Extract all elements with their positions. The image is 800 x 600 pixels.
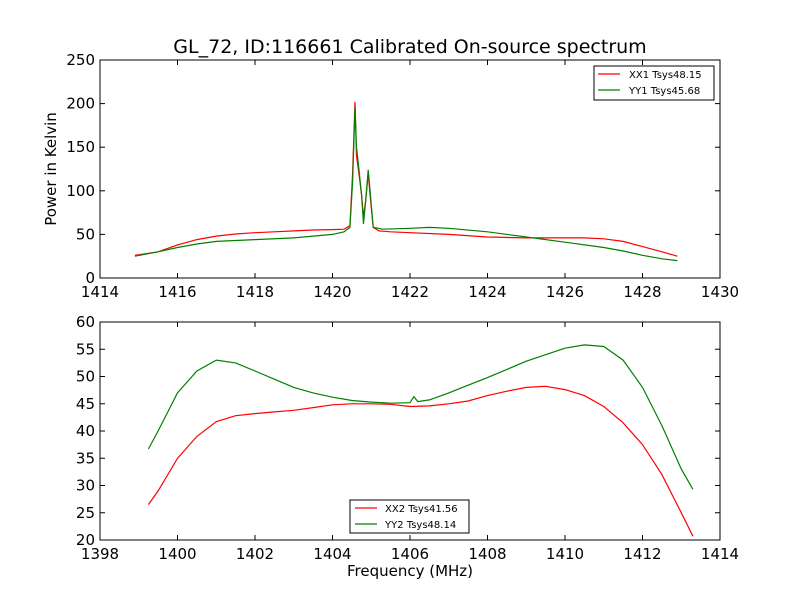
bottom-y-tick-label: 25 [76,504,95,522]
bottom-x-tick-label: 1402 [236,545,274,563]
bottom-y-tick-label: 45 [76,395,95,413]
top-x-tick-label: 1428 [623,283,661,301]
top-x-tick-label: 1418 [236,283,274,301]
bottom-legend: XX2 Tsys41.56 YY2 Tsys48.14 [349,499,470,534]
top-y-tick-label: 100 [66,182,95,200]
bottom-y-tick-label: 55 [76,340,95,358]
bottom-y-tick-label: 40 [76,422,95,440]
bottom-y-tick-label: 30 [76,477,95,495]
top-y-tick-label: 250 [66,51,95,69]
top-x-tick-label: 1424 [468,283,506,301]
bottom-y-tick-label: 20 [76,531,95,549]
top-x-tick-label: 1426 [546,283,584,301]
top-legend-label-yy1: YY1 Tsys45.68 [628,86,700,97]
bottom-legend-label-yy2: YY2 Tsys48.14 [384,520,456,531]
bottom-x-tick-label: 1398 [81,545,119,563]
top-legend-label-xx1: XX1 Tsys48.15 [629,70,702,81]
top-x-tick-label: 1416 [158,283,196,301]
bottom-x-axis-label: Frequency (MHz) [347,562,473,580]
top-y-tick-label: 150 [66,138,95,156]
bottom-legend-label-xx2: XX2 Tsys41.56 [385,504,458,515]
bottom-x-tick-label: 1414 [701,545,739,563]
bottom-x-tick-label: 1406 [391,545,429,563]
top-y-tick-label: 200 [66,95,95,113]
top-y-axis-label: Power in Kelvin [42,112,60,226]
top-x-tick-label: 1414 [81,283,119,301]
top-x-tick-label: 1420 [313,283,351,301]
top-series-line-1 [134,107,678,262]
top-plot: 1414 1416 1418 1420 1422 1424 1426 1428 1430 0 50 1… [42,51,739,301]
bottom-x-tick-label: 1410 [546,545,584,563]
top-legend: XX1 Tsys48.15 YY1 Tsys45.68 [593,65,715,101]
bottom-y-tick-label: 60 [76,313,95,331]
bottom-y-tick-label: 50 [76,368,95,386]
top-x-tick-label: 1422 [391,283,429,301]
top-y-tick-label: 0 [85,269,95,287]
bottom-legend-box [349,499,470,534]
bottom-x-tick-label: 1400 [158,545,196,563]
bottom-x-tick-label: 1404 [313,545,351,563]
bottom-x-tick-label: 1408 [468,545,506,563]
bottom-series-line-1 [147,344,694,490]
bottom-series-line-0 [147,385,694,537]
top-x-tick-label: 1430 [701,283,739,301]
bottom-plot: 1398 1400 1402 1404 1406 1408 1410 1412 1414 20 25… [76,313,739,580]
chart-title: GL_72, ID:116661 Calibrated On-source sp… [173,36,646,58]
top-y-tick-label: 50 [76,225,95,243]
bottom-y-tick-label: 35 [76,449,95,467]
top-legend-box [593,65,715,101]
bottom-x-tick-label: 1412 [623,545,661,563]
